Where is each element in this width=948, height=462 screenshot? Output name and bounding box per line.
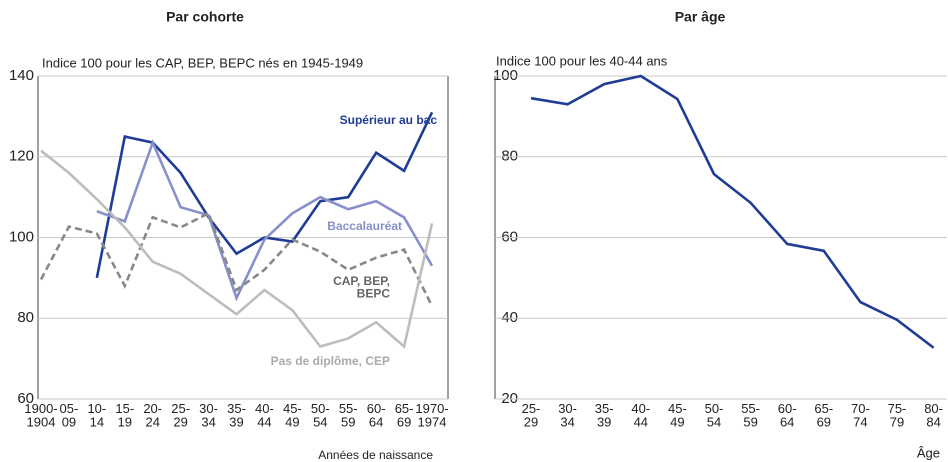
subtitle: Indice 100 pour les CAP, BEP, BEPC nés e… [42, 55, 363, 70]
x-axis-label: Années de naissance [318, 448, 433, 462]
y-tick-label: 80 [17, 309, 34, 326]
y-tick-label: 60 [17, 390, 34, 407]
chart-title: Par cohorte [166, 9, 244, 25]
y-tick-label: 100 [9, 228, 34, 245]
x-tick-label: 40-44 [255, 401, 274, 430]
x-tick-label: 25-29 [522, 401, 541, 430]
series-label: Pas de diplôme, CEP [271, 354, 390, 368]
x-tick-label: 1900-1904 [24, 401, 57, 430]
line-series [40, 149, 434, 349]
y-tick-label: 140 [9, 67, 34, 84]
y-tick-label: 60 [501, 228, 518, 245]
series-label: CAP, BEP, BEPC [333, 274, 390, 301]
chart-title: Par âge [675, 9, 726, 25]
x-tick-label: 30-34 [199, 401, 218, 430]
x-tick-label: 50-54 [311, 401, 330, 430]
y-tick-label: 80 [501, 148, 518, 165]
x-tick-label: 1970-1974 [415, 401, 448, 430]
x-tick-label: 25-29 [171, 401, 190, 430]
x-tick-label: 05-09 [60, 401, 79, 430]
line-series [96, 139, 434, 302]
y-tick-label: 20 [501, 390, 518, 407]
x-tick-label: 55-59 [339, 401, 358, 430]
x-tick-label: 40-44 [631, 401, 650, 430]
x-tick-label: 50-54 [705, 401, 724, 430]
x-tick-label: 65-69 [395, 401, 414, 430]
y-tick-label: 40 [501, 309, 518, 326]
line-series [39, 211, 434, 307]
x-tick-label: 45-49 [283, 401, 302, 430]
series-label: Supérieur au bac [340, 113, 438, 127]
x-tick-label: 80-84 [924, 401, 943, 430]
y-tick-label: 120 [9, 148, 34, 165]
x-tick-label: 35-39 [227, 401, 246, 430]
x-tick-label: 75-79 [888, 401, 907, 430]
subtitle: Indice 100 pour les 40-44 ans [496, 53, 668, 68]
x-tick-label: 60-64 [367, 401, 386, 430]
x-tick-label: 65-69 [814, 401, 833, 430]
x-tick-label: 60-64 [778, 401, 797, 430]
x-tick-label: 10-14 [87, 401, 106, 430]
x-tick-label: 30-34 [558, 401, 577, 430]
x-tick-label: 70-74 [851, 401, 870, 430]
x-axis-label: Âge [917, 445, 940, 460]
x-tick-label: 15-19 [115, 401, 134, 430]
x-tick-label: 45-49 [668, 401, 687, 430]
line-series [530, 74, 935, 349]
x-tick-label: 20-24 [143, 401, 162, 430]
series-label: Baccalauréat [327, 219, 402, 233]
x-tick-label: 55-59 [741, 401, 760, 430]
x-tick-label: 35-39 [595, 401, 614, 430]
y-tick-label: 100 [493, 67, 518, 84]
